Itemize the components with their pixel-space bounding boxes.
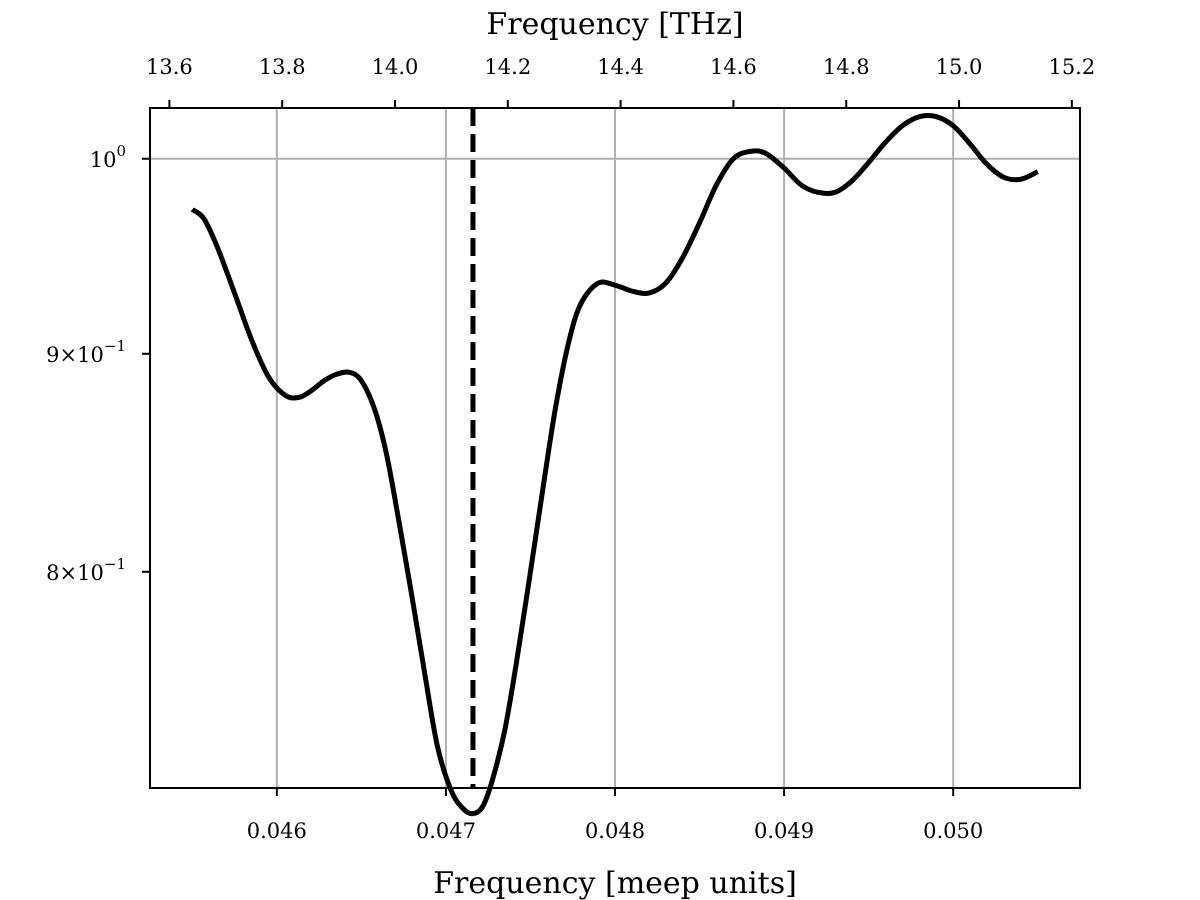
top-x-axis-label: Frequency [THz] <box>486 7 743 42</box>
x2-tick-label: 14.0 <box>372 55 419 79</box>
y-tick-coefficient: 9× <box>46 343 77 367</box>
x2-tick-label: 15.2 <box>1048 55 1095 79</box>
x2-tick-label: 15.0 <box>936 55 983 79</box>
x2-tick-label: 14.4 <box>597 55 644 79</box>
x2-tick-label: 14.8 <box>823 55 870 79</box>
series-layer <box>190 113 1039 817</box>
x2-tick-label: 14.2 <box>484 55 531 79</box>
y-tick-exponent: 0 <box>116 142 126 160</box>
y-tick-base: 10 <box>77 561 104 585</box>
x-tick-label: 0.049 <box>754 819 814 843</box>
bottom-axis-ticks: 0.046 0.047 0.048 0.049 0.050 <box>247 788 983 843</box>
y-tick-exponent: −1 <box>104 555 126 573</box>
x-axis-label: Frequency [meep units] <box>433 866 797 900</box>
y-tick-label: 9×10−1 <box>46 337 126 367</box>
y-tick-exponent: −1 <box>104 337 126 355</box>
x-tick-label: 0.046 <box>247 819 307 843</box>
y-tick-label: 8×10−1 <box>46 555 126 585</box>
top-axis-ticks: 13.6 13.8 14.0 14.2 14.4 14.6 14.8 15.0 15.2 <box>146 55 1095 108</box>
grid-lines <box>150 108 1080 788</box>
y-tick-coefficient: 8× <box>46 561 77 585</box>
x-tick-label: 0.050 <box>923 819 983 843</box>
transmission-series-line <box>190 113 1039 817</box>
y-tick-label: 100 <box>90 142 126 172</box>
y-tick-base: 10 <box>77 343 104 367</box>
y-tick-base: 10 <box>90 148 117 172</box>
x2-tick-label: 13.8 <box>259 55 306 79</box>
x-tick-label: 0.048 <box>585 819 645 843</box>
x-tick-label: 0.047 <box>416 819 476 843</box>
x2-tick-label: 14.6 <box>710 55 757 79</box>
x2-tick-label: 13.6 <box>146 55 193 79</box>
